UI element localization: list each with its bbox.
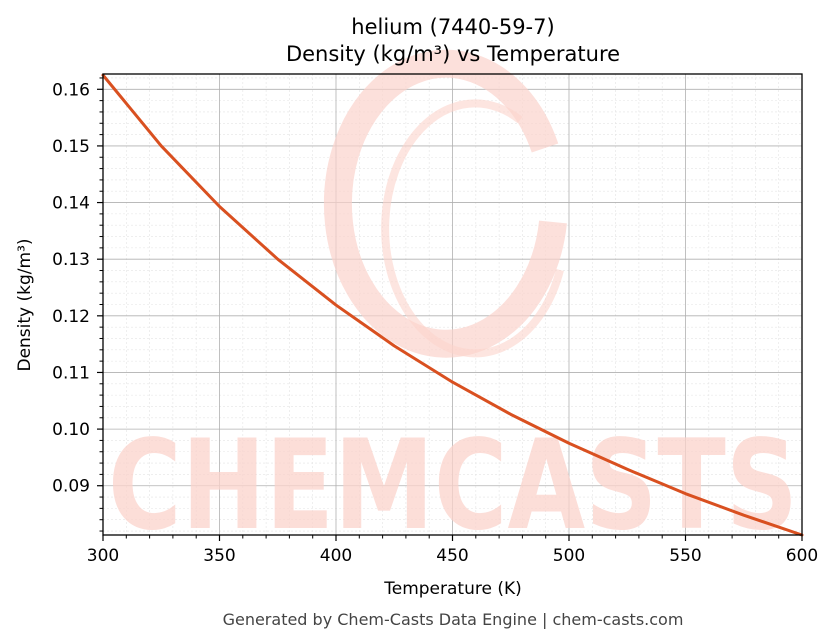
- footer-credit: Generated by Chem-Casts Data Engine | ch…: [223, 610, 684, 629]
- y-tick-label: 0.15: [52, 137, 90, 157]
- y-tick-label: 0.09: [52, 477, 90, 497]
- chart-title: helium (7440-59-7): [351, 15, 554, 39]
- grid: [102, 74, 803, 535]
- y-tick-label: 0.11: [52, 363, 90, 383]
- x-tick-label: 400: [320, 546, 352, 566]
- y-tick-label: 0.14: [52, 194, 90, 214]
- series-layer: [101, 73, 804, 537]
- y-tick-label: 0.16: [52, 80, 90, 100]
- chart-subtitle: Density (kg/m³) vs Temperature: [286, 42, 620, 66]
- y-axis-label: Density (kg/m³): [15, 238, 35, 371]
- density-series-line: [101, 73, 804, 537]
- x-axis-label: Temperature (K): [383, 579, 522, 599]
- y-tick-label: 0.13: [52, 250, 90, 270]
- y-tick-label: 0.10: [52, 420, 90, 440]
- x-tick-label: 300: [87, 546, 119, 566]
- x-tick-label: 550: [669, 546, 701, 566]
- axis-ticks: 300 350 400 450 500 550 600 0.09 0.10 0.11 0.12 0.1…: [52, 77, 818, 566]
- y-tick-label: 0.12: [52, 307, 90, 327]
- x-tick-label: 600: [786, 546, 818, 566]
- x-tick-label: 500: [553, 546, 585, 566]
- chemcasts-watermark-logo: CHEMCASTS: [108, 49, 798, 558]
- x-tick-label: 350: [203, 546, 235, 566]
- x-tick-label: 450: [436, 546, 468, 566]
- watermark-text: CHEMCASTS: [108, 414, 798, 558]
